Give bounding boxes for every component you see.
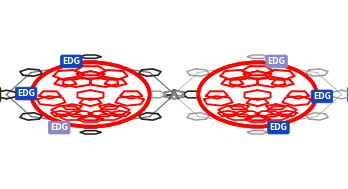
Text: EDG: EDG (17, 89, 35, 98)
Circle shape (198, 62, 317, 127)
Text: EDG: EDG (269, 123, 287, 132)
Text: EDG: EDG (313, 92, 331, 101)
Text: EDG: EDG (62, 57, 80, 66)
Text: EDG: EDG (50, 123, 68, 132)
Circle shape (31, 62, 150, 127)
Text: EDG: EDG (268, 57, 286, 66)
